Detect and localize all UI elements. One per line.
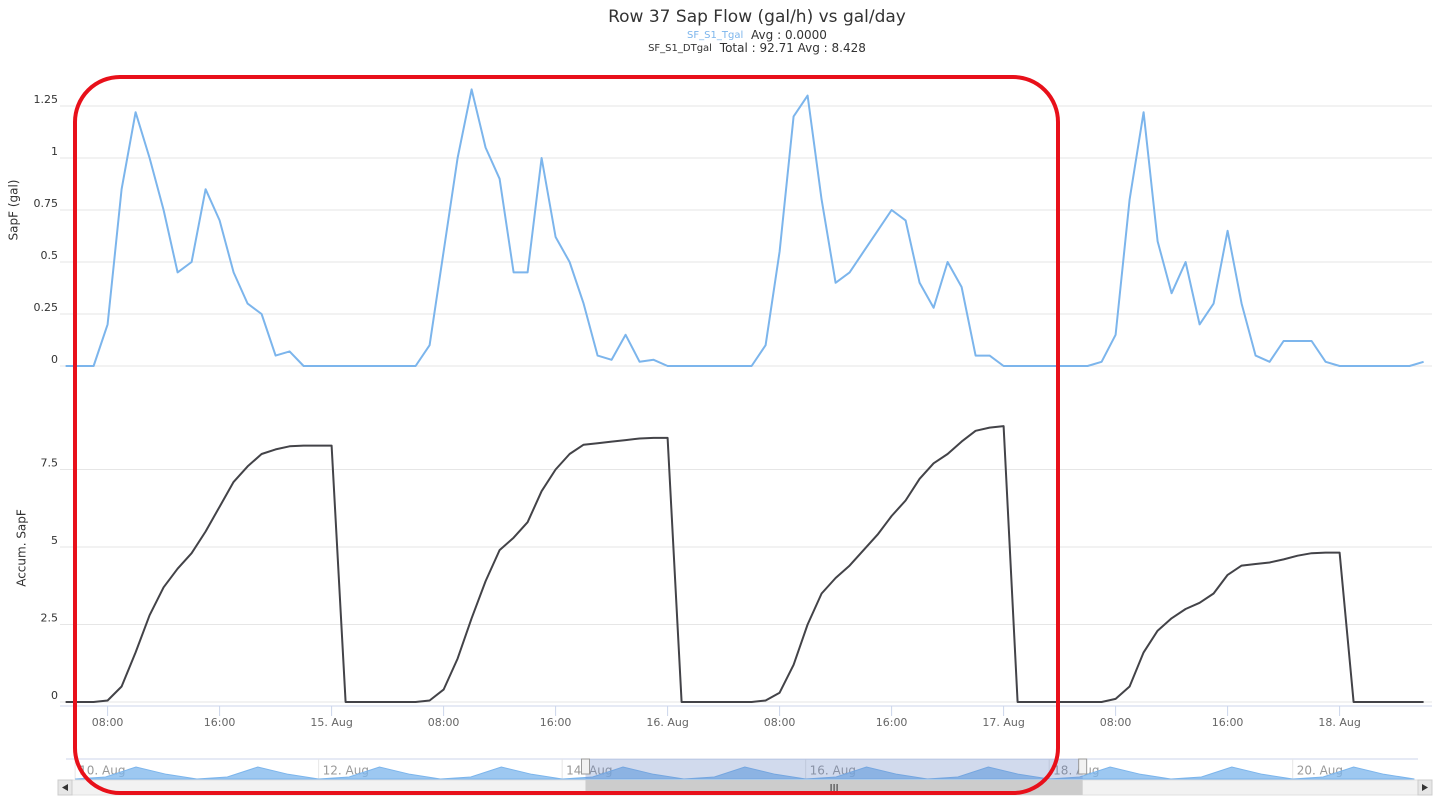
x-tick-label: 08:00 [92, 716, 124, 729]
x-tick-label: 16:00 [1212, 716, 1244, 729]
y-axis-title: SapF (gal) [7, 180, 21, 241]
y-tick-label: 2.5 [41, 612, 59, 625]
highlight-annotation [73, 75, 1060, 795]
y-tick-label: 0.25 [34, 301, 59, 314]
x-tick-label: 16:00 [204, 716, 236, 729]
line [65, 425, 1424, 703]
x-tick-label: 16. Aug [646, 716, 688, 729]
arrow-icon [1422, 784, 1428, 791]
legend-summary: Avg : 0.0000 [751, 28, 827, 42]
legend-entry[interactable]: SF_S1_Tgal Avg : 0.0000 [687, 28, 827, 42]
x-tick-label: 16:00 [540, 716, 572, 729]
x-tick-label: 08:00 [428, 716, 460, 729]
y-tick-label: 5 [51, 534, 58, 547]
y-tick-label: 1 [51, 145, 58, 158]
y-tick-label: 1.25 [34, 93, 59, 106]
legend-name[interactable]: SF_S1_Tgal [687, 30, 743, 41]
arrow-icon [62, 784, 68, 791]
x-tick-label: 16:00 [876, 716, 908, 729]
legend-entry[interactable]: SF_S1_DTgal Total : 92.71 Avg : 8.428 [648, 41, 866, 55]
x-tick-label: 17. Aug [982, 716, 1024, 729]
y-tick-label: 0.5 [41, 249, 59, 262]
area [75, 766, 1415, 780]
navigator-handle[interactable] [1078, 758, 1088, 775]
y-tick-label: 0.75 [34, 197, 59, 210]
legend-summary: Total : 92.71 Avg : 8.428 [719, 41, 866, 55]
navigator-handle[interactable] [580, 758, 590, 775]
x-tick-label: 15. Aug [310, 716, 352, 729]
y-tick-label: 0 [51, 353, 58, 366]
x-tick-label: 18. Aug [1318, 716, 1360, 729]
x-tick-label: 08:00 [1100, 716, 1132, 729]
y-tick-label: 7.5 [41, 457, 59, 470]
legend-name[interactable]: SF_S1_DTgal [648, 43, 712, 54]
line [65, 88, 1424, 367]
y-tick-label: 0 [51, 689, 58, 702]
navigator-selection[interactable] [585, 759, 1083, 779]
y-axis-title: Accum. SapF [15, 509, 29, 587]
x-tick-label: 08:00 [764, 716, 796, 729]
chart-title: Row 37 Sap Flow (gal/h) vs gal/day [608, 7, 906, 27]
